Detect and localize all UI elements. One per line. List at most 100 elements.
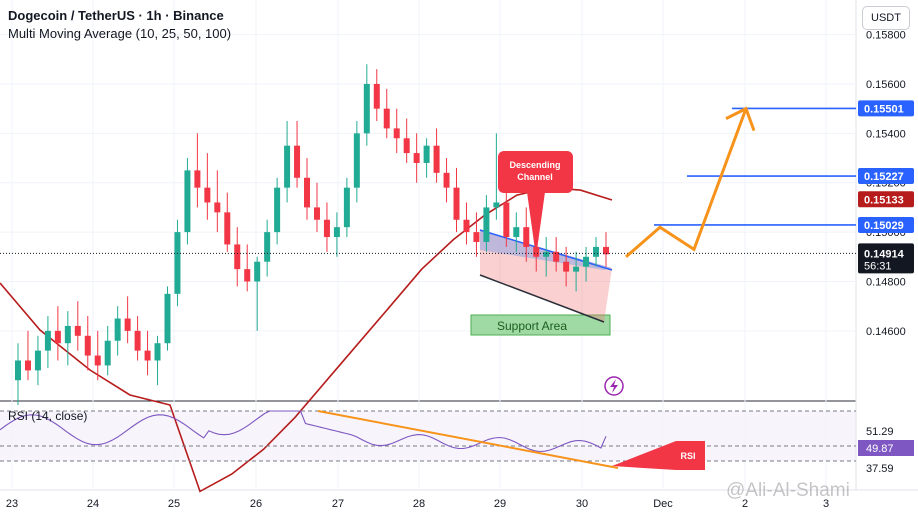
y-tick-label: 0.14800	[866, 276, 906, 288]
rsi-callout	[612, 441, 705, 470]
channel-callout-box	[498, 151, 573, 193]
current-price-tag	[858, 243, 914, 274]
candle-body	[84, 335, 91, 356]
candle-body	[184, 170, 191, 233]
candle-body	[254, 261, 261, 282]
candle-body	[134, 330, 141, 351]
candle-body	[244, 269, 251, 282]
x-tick-label: 2	[742, 498, 748, 510]
candle-body	[15, 360, 21, 381]
candle-body	[154, 343, 161, 361]
candle-body	[443, 172, 450, 188]
price-level-tag-label: 0.15029	[864, 220, 904, 232]
candle-body	[513, 227, 520, 238]
candle-body	[194, 170, 201, 188]
candle-body	[393, 128, 400, 139]
y-tick-label: 0.14600	[866, 326, 906, 338]
channel-callout-line1: Descending	[509, 160, 560, 170]
candle-body	[333, 227, 340, 238]
candle-body	[413, 153, 420, 163]
candle-body	[24, 360, 31, 371]
price-level-tag-label: 0.15227	[864, 171, 904, 183]
projection-arrow	[625, 108, 748, 258]
indicator-legend[interactable]: Multi Moving Average (10, 25, 50, 100)	[8, 26, 232, 41]
x-tick-label: 28	[413, 498, 425, 510]
candle-body	[373, 83, 380, 109]
candle-body	[94, 355, 101, 366]
lightning-glyph	[610, 379, 618, 393]
candle-body	[164, 293, 171, 344]
chart-title: Dogecoin / TetherUS · 1h · Binance	[8, 8, 224, 23]
candle-body	[304, 177, 311, 208]
support-area-box	[470, 314, 611, 336]
candle-body	[353, 133, 360, 188]
x-tick-label: Dec	[653, 498, 673, 510]
candle-body	[274, 187, 281, 233]
price-pane-bg	[0, 0, 856, 400]
candle-body	[573, 266, 580, 272]
x-tick-label: 30	[576, 498, 588, 510]
candle-body	[264, 232, 271, 262]
candle-body	[553, 251, 560, 262]
candle-body	[403, 138, 410, 154]
currency-button[interactable]: USDT	[862, 6, 910, 30]
price-level-tag-label: 0.15501	[864, 103, 904, 115]
channel-lower-line	[479, 274, 605, 323]
x-tick-label: 23	[6, 498, 18, 510]
candle-body	[433, 145, 440, 173]
x-tick-label: 27	[332, 498, 344, 510]
moving-average-line	[0, 186, 613, 493]
x-tick-label: 26	[250, 498, 262, 510]
rsi-trendline	[317, 410, 619, 469]
candle-body	[284, 145, 291, 188]
watermark: @Ali-Al-Shami	[726, 480, 850, 501]
candle-body	[234, 244, 241, 270]
candle-body	[204, 187, 211, 203]
candle-body	[224, 212, 231, 245]
rsi-tag-lower	[858, 460, 914, 476]
rsi-line	[0, 410, 607, 453]
price-level-tag	[858, 100, 914, 117]
support-area-label: Support Area	[497, 319, 567, 333]
rsi-tag-upper	[858, 423, 914, 439]
ma-value-tag-label: 0.15133	[864, 194, 904, 206]
candle-body	[523, 227, 530, 247]
candle-body	[583, 256, 590, 267]
price-levels	[654, 107, 856, 226]
x-tick-label: 3	[823, 498, 829, 510]
candle-body	[483, 207, 490, 242]
candle-body	[363, 83, 370, 134]
candles	[15, 64, 609, 405]
x-tick-label: 29	[494, 498, 506, 510]
candle-body	[453, 187, 460, 220]
rsi-callout-label: RSI	[680, 451, 695, 461]
rsi-tag-upper-label: 51.29	[866, 426, 894, 438]
candle-body	[603, 246, 609, 255]
candle-body	[493, 202, 500, 208]
candle-body	[54, 330, 61, 344]
channel-callout-pointer	[527, 192, 545, 257]
channel-callout-line2: Channel	[517, 172, 553, 182]
price-level-tag	[858, 216, 914, 233]
candle-body	[383, 108, 390, 129]
rsi-legend[interactable]: RSI (14, close)	[8, 409, 88, 423]
price-level-tag	[858, 168, 914, 185]
x-tick-label: 24	[87, 498, 99, 510]
y-tick-label: 0.15600	[866, 79, 906, 91]
candle-body	[144, 350, 151, 361]
candle-body	[343, 187, 350, 228]
countdown-label: 56:31	[864, 260, 892, 272]
projection-arrowhead	[725, 106, 756, 132]
candle-body	[44, 330, 51, 351]
rsi-tag-current-label: 49.87	[866, 443, 894, 455]
candle-body	[423, 145, 430, 163]
ma-value-tag	[858, 191, 914, 208]
candle-body	[463, 219, 470, 233]
candle-body	[104, 340, 111, 366]
candle-body	[473, 232, 480, 242]
y-tick-label: 0.15400	[866, 128, 906, 140]
candle-body	[503, 202, 510, 238]
